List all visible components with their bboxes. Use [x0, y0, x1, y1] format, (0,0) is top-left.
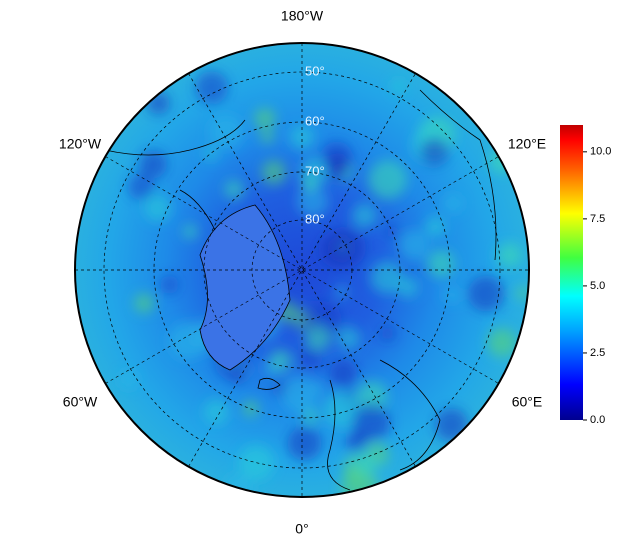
texture-patch — [223, 474, 254, 497]
longitude-label: 60°W — [63, 394, 98, 410]
texture-patch — [261, 160, 286, 185]
meridian — [188, 73, 416, 467]
greenland — [199, 204, 291, 371]
texture-patch — [144, 194, 172, 222]
meridian — [188, 73, 416, 467]
colorbar-tick-label: 5.0 — [590, 280, 605, 292]
texture-patch — [281, 375, 319, 413]
texture-patch — [134, 293, 154, 314]
texture-patch — [334, 285, 349, 299]
texture-patch — [160, 275, 179, 294]
texture-patch — [301, 175, 318, 192]
texture-patch — [298, 345, 322, 369]
texture-patch — [305, 325, 331, 351]
texture-patch — [496, 242, 523, 268]
texture-patch — [398, 229, 430, 261]
latitude-label: 60° — [305, 113, 325, 128]
texture-patch — [336, 326, 360, 350]
texture-patch — [269, 349, 292, 372]
texture-patch — [296, 185, 329, 218]
texture-patch — [434, 408, 469, 442]
texture-patch — [203, 398, 230, 425]
texture-patch — [322, 391, 361, 429]
texture-patch — [380, 326, 395, 341]
texture-patch — [370, 261, 404, 294]
latitude-circle — [103, 71, 501, 469]
coastlines — [104, 89, 497, 491]
texture-patch — [443, 194, 463, 213]
colorbar-tick-label: 7.5 — [590, 213, 605, 225]
texture-patch — [119, 370, 138, 389]
map-field — [75, 43, 529, 497]
texture-patch — [319, 232, 355, 268]
texture-patch — [356, 380, 388, 412]
texture-patch — [127, 173, 155, 201]
colorbar-tick-label: 2.5 — [590, 347, 605, 359]
texture-patch — [397, 276, 419, 298]
colorbar-tick-label: 10.0 — [590, 146, 611, 158]
texture-patch — [260, 130, 274, 144]
field-background — [75, 43, 529, 497]
longitude-label: 120°E — [508, 136, 546, 152]
longitude-label: 60°E — [512, 394, 543, 410]
texture-patch — [351, 203, 377, 229]
texture-patch — [351, 403, 391, 443]
texture-patch — [468, 275, 505, 312]
texture-patch — [516, 287, 529, 300]
texture-patch — [368, 160, 407, 200]
texture-patch — [425, 216, 446, 238]
texture-patch — [254, 108, 276, 130]
latitude-label: 50° — [305, 63, 325, 78]
texture-patch — [289, 125, 315, 150]
texture-patch — [195, 71, 229, 105]
map-border — [74, 42, 530, 498]
texture-patch — [231, 369, 246, 384]
texture-patch — [329, 360, 357, 388]
colorbar — [560, 125, 583, 420]
texture-patch — [487, 328, 517, 357]
texture-patch — [420, 137, 449, 167]
texture-patch — [287, 426, 322, 461]
texture-patch — [353, 451, 378, 477]
texture-patch — [209, 114, 244, 149]
texture-patch — [224, 179, 244, 199]
latitude-label: 80° — [305, 211, 325, 226]
texture-patch — [182, 224, 198, 239]
texture-patch — [427, 249, 455, 278]
latitude-label: 70° — [305, 163, 325, 178]
longitude-label: 120°W — [59, 136, 102, 152]
texture-patch — [303, 408, 319, 424]
texture-patch — [203, 146, 218, 161]
meridian — [105, 156, 499, 384]
texture-patch — [139, 150, 168, 179]
colorbar-tick-label: 0.0 — [590, 414, 605, 426]
longitude-label: 0° — [295, 521, 308, 537]
texture-patch — [324, 157, 347, 180]
longitude-label: 180°W — [281, 8, 324, 24]
graticule — [75, 43, 529, 497]
meridian — [105, 156, 499, 384]
texture-patch — [443, 287, 460, 303]
texture-patch — [391, 79, 406, 94]
texture-patch — [385, 225, 399, 239]
texture-patch — [238, 444, 275, 481]
